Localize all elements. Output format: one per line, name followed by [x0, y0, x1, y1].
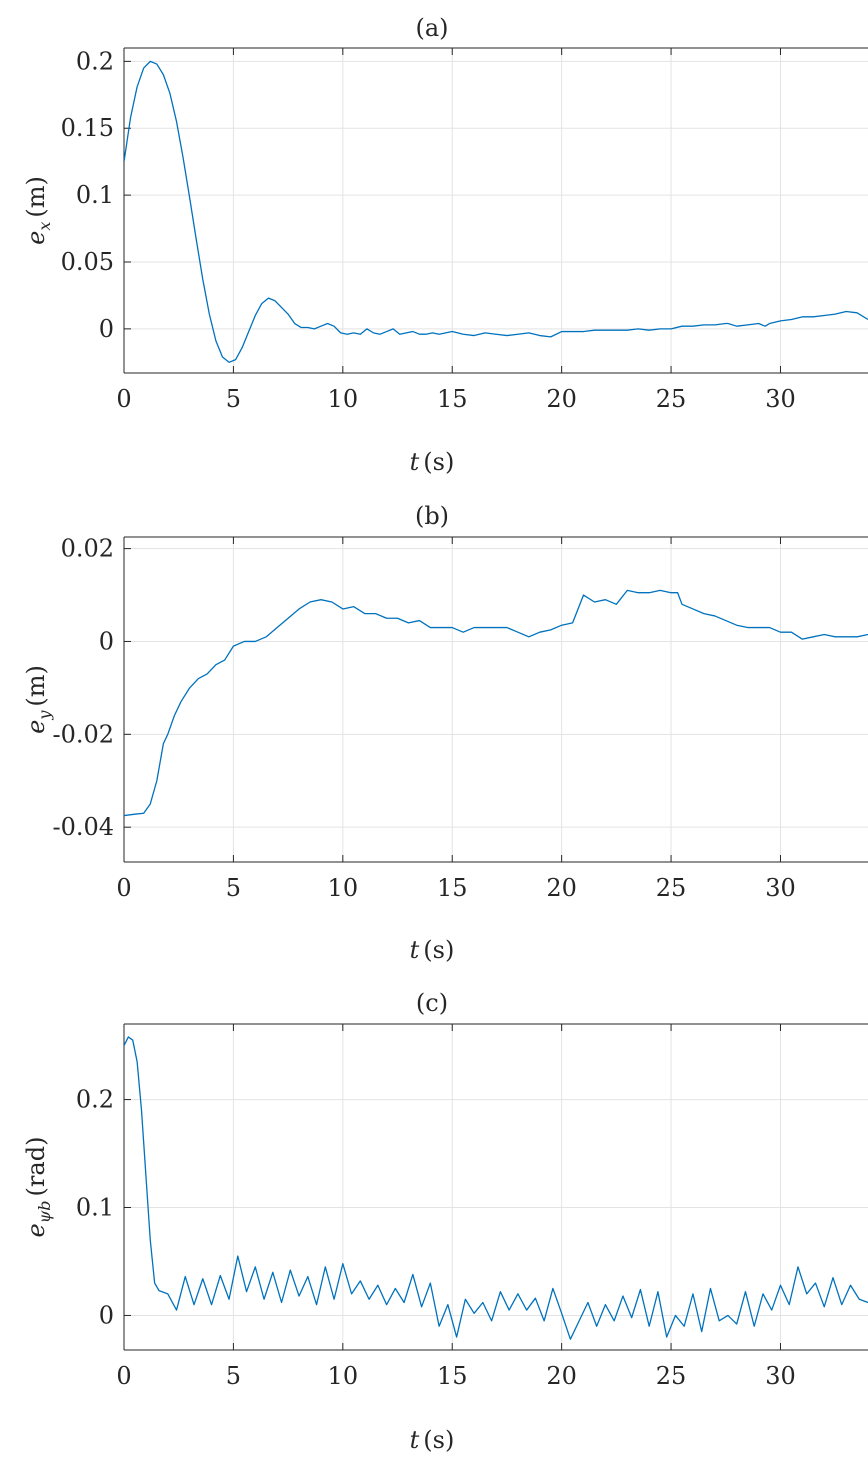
y-tick-label: 0.1 [76, 1194, 114, 1222]
x-tick-label: 5 [226, 1362, 241, 1390]
x-axis-unit: (s) [423, 936, 454, 964]
x-tick-label: 15 [437, 385, 468, 413]
x-axis-variable: t [410, 448, 420, 476]
x-tick-label: 30 [765, 1362, 796, 1390]
x-tick-label: 10 [328, 874, 359, 902]
x-axis-label: t (s) [410, 448, 455, 476]
x-axis-label: t (s) [410, 936, 455, 964]
subplot-c: 0 5 10 15 20 25 30 0 0.1 0.2 (c) t (s) eψb (rad) [22, 989, 868, 1454]
x-axis-variable: t [410, 1426, 420, 1454]
y-tick-label: -0.04 [52, 813, 114, 841]
y-tick-label: 0.15 [61, 114, 114, 142]
series-line [124, 589, 868, 817]
y-axis-subscript: ψb [35, 1200, 54, 1223]
x-tick-label: 10 [328, 385, 359, 413]
y-axis-variable: e [22, 1223, 50, 1237]
x-axis-label: t (s) [410, 1426, 455, 1454]
y-axis-label: ey (m) [22, 665, 54, 734]
subplot-a: 0 5 10 15 20 25 30 0 0.05 0.1 0.15 0.2 (a) t (s) ex (m) [22, 14, 868, 476]
x-tick-label: 5 [226, 385, 241, 413]
x-axis-variable: t [410, 936, 420, 964]
x-tick-label: 0 [116, 1362, 131, 1390]
y-tick-label: 0 [99, 315, 114, 343]
x-axis-unit: (s) [423, 1426, 454, 1454]
y-tick-label: 0.2 [76, 47, 114, 75]
series-line [124, 1036, 868, 1340]
x-tick-label: 0 [116, 874, 131, 902]
y-tick-label: 0.02 [61, 535, 114, 563]
y-tick-label: 0 [99, 627, 114, 655]
y-tick-label: 0.1 [76, 181, 114, 209]
y-tick-label: 0.05 [61, 248, 114, 276]
x-tick-label: 30 [765, 385, 796, 413]
y-axis-unit: (rad) [22, 1137, 50, 1197]
chart-title: (b) [415, 502, 449, 530]
y-tick-label: -0.02 [52, 720, 114, 748]
y-axis-subscript: x [35, 222, 54, 231]
x-tick-label: 15 [437, 1362, 468, 1390]
x-tick-label: 20 [546, 874, 577, 902]
series-line [124, 60, 868, 363]
x-tick-label: 0 [116, 385, 131, 413]
y-axis-variable: e [22, 720, 50, 734]
subplot-b: 0 5 10 15 20 25 30 -0.04 -0.02 0 0.02 (b) t (s) ey (m) [22, 502, 868, 964]
chart-title: (c) [416, 989, 448, 1017]
chart-title: (a) [415, 14, 448, 42]
y-axis-label: ex (m) [22, 176, 54, 245]
x-tick-label: 10 [328, 1362, 359, 1390]
y-axis-label: eψb (rad) [22, 1137, 54, 1238]
y-axis-unit: (m) [22, 176, 50, 217]
x-tick-label: 5 [226, 874, 241, 902]
x-tick-label: 20 [546, 385, 577, 413]
x-tick-label: 25 [656, 874, 687, 902]
y-tick-label: 0.2 [76, 1086, 114, 1114]
y-axis-variable: e [22, 231, 50, 245]
x-axis-unit: (s) [423, 448, 454, 476]
y-tick-label: 0 [99, 1301, 114, 1329]
y-axis-subscript: y [35, 710, 54, 721]
x-tick-label: 30 [765, 874, 796, 902]
x-tick-label: 15 [437, 874, 468, 902]
y-axis-unit: (m) [22, 665, 50, 706]
x-tick-label: 25 [656, 385, 687, 413]
x-tick-label: 25 [656, 1362, 687, 1390]
x-tick-label: 20 [546, 1362, 577, 1390]
